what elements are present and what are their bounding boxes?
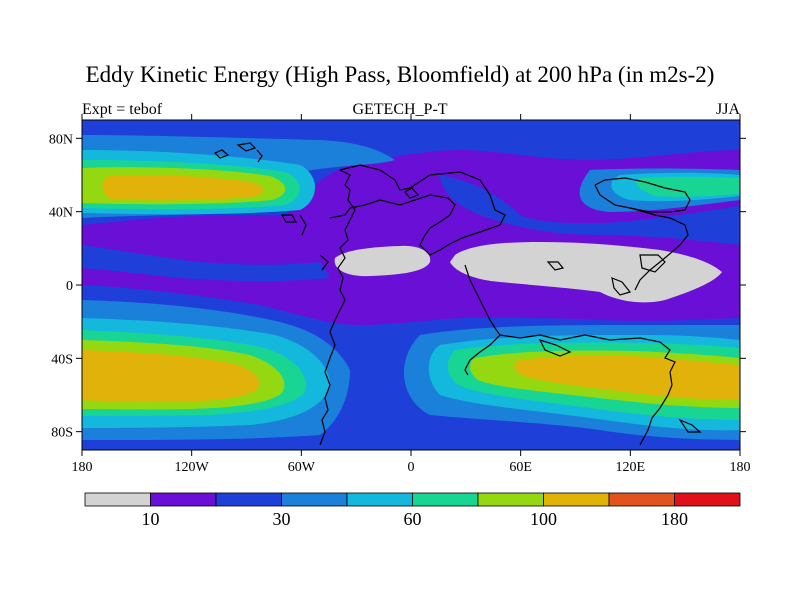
- contour-fill-level-0: [334, 245, 431, 277]
- x-tick-label: 60E: [509, 460, 532, 475]
- x-axis: 180 120W 60W 0 60E 120E 180: [72, 114, 751, 475]
- x-tick-label: 60W: [288, 460, 316, 475]
- coastline-asia-east: [594, 184, 689, 291]
- contour-fill-level-2: [440, 175, 740, 245]
- contour-fill-level-0: [450, 242, 722, 303]
- contour-field: [82, 120, 740, 450]
- coastline-africa: [464, 264, 501, 376]
- colorbar-swatch: [84, 492, 151, 507]
- y-axis: 80N 40N 0 40S 80S: [49, 132, 746, 441]
- coastline-island-small-7: [538, 339, 572, 357]
- season-label: JJA: [715, 101, 740, 118]
- colorbar-label: 10: [142, 509, 160, 529]
- contour-fill-level-7: [514, 355, 740, 400]
- contour-fill-level-5: [636, 176, 740, 197]
- coastline-island-north: [594, 177, 691, 213]
- coastline-island-small-10: [639, 254, 666, 273]
- colorbar-swatch: [150, 492, 217, 507]
- model-label: GETECH_P-T: [352, 101, 448, 118]
- coastline-island-small-6: [319, 254, 329, 271]
- coastline-island-small-8: [546, 261, 565, 271]
- contour-fill-level-2: [82, 245, 330, 281]
- y-tick-label: 40N: [49, 206, 73, 221]
- colorbar-label: 180: [661, 509, 688, 529]
- colorbar-label: 30: [273, 509, 291, 529]
- colorbar-label: 60: [404, 509, 422, 529]
- coastline-island-small-2: [236, 142, 257, 152]
- coastline-island-small-11: [678, 418, 702, 433]
- y-tick-label: 40S: [51, 352, 73, 367]
- coastline-island-small-4: [280, 214, 298, 223]
- x-tick-label: 120E: [616, 460, 646, 475]
- contour-fill-level-7: [102, 175, 264, 201]
- colorbar-swatch: [674, 492, 741, 507]
- coastline-americas: [319, 169, 356, 446]
- colorbar-label: 100: [530, 509, 557, 529]
- coastline-island-small-12: [404, 187, 420, 199]
- contour-fill-level-7: [82, 350, 260, 402]
- chart-title: Eddy Kinetic Energy (High Pass, Bloomfie…: [85, 62, 715, 87]
- coastline-island-small-9: [611, 277, 632, 296]
- coastline-island-small-3: [256, 149, 263, 163]
- colorbar: 10 30 60 100 180: [84, 492, 741, 529]
- colorbar-swatch: [543, 492, 610, 507]
- y-tick-label: 80N: [49, 132, 73, 147]
- coastline-island-small-5: [299, 214, 307, 236]
- coastline-island-small-1: [213, 149, 230, 159]
- x-tick-label: 0: [408, 460, 415, 475]
- colorbar-swatch: [281, 492, 348, 507]
- coastline-eurasia: [329, 164, 506, 256]
- coastlines: [213, 142, 702, 446]
- experiment-label: Expt = tebof: [82, 101, 163, 118]
- y-tick-label: 80S: [51, 426, 73, 441]
- x-tick-label: 120W: [175, 460, 210, 475]
- colorbar-swatch: [215, 492, 282, 507]
- y-tick-label: 0: [66, 279, 73, 294]
- x-tick-label: 180: [730, 460, 751, 475]
- colorbar-swatch: [346, 492, 413, 507]
- colorbar-swatch: [477, 492, 544, 507]
- colorbar-swatch: [608, 492, 675, 507]
- colorbar-swatch: [412, 492, 479, 507]
- coastline-antarctic-east: [499, 334, 676, 446]
- x-tick-label: 180: [72, 460, 93, 475]
